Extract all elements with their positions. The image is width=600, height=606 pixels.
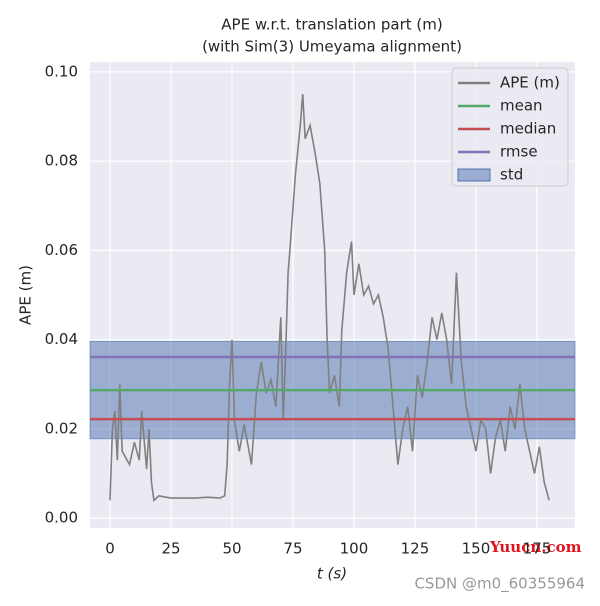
- y-tick-label: 0.04: [45, 330, 78, 348]
- x-tick-label: 175: [523, 540, 552, 558]
- legend-label: median: [500, 120, 556, 138]
- legend-label: rmse: [500, 143, 538, 161]
- x-tick-label: 75: [283, 540, 302, 558]
- y-axis-label: APE (m): [17, 265, 35, 325]
- y-tick-label: 0.06: [45, 241, 78, 259]
- x-tick-label: 50: [222, 540, 241, 558]
- legend-label: mean: [500, 97, 543, 115]
- y-tick-label: 0.08: [45, 152, 78, 170]
- chart-title: APE w.r.t. translation part (m): [221, 16, 442, 34]
- watermark: Yuucn.com: [489, 538, 582, 556]
- x-tick-label: 100: [340, 540, 369, 558]
- legend-label: std: [500, 166, 523, 184]
- watermark: CSDN @m0_60355964: [414, 575, 585, 594]
- chart-subtitle: (with Sim(3) Umeyama alignment): [202, 38, 462, 56]
- y-tick-label: 0.00: [45, 509, 78, 527]
- x-tick-label: 25: [161, 540, 180, 558]
- x-tick-label: 150: [462, 540, 491, 558]
- y-tick-label: 0.10: [45, 62, 78, 80]
- y-tick-label: 0.02: [45, 419, 78, 437]
- data-line: [109, 94, 550, 502]
- legend-swatch: [457, 168, 491, 182]
- legend-label: APE (m): [500, 74, 560, 92]
- legend-box: [451, 67, 569, 187]
- x-axis-label: t (s): [317, 565, 347, 583]
- x-tick-label: 0: [105, 540, 115, 558]
- x-tick-label: 125: [401, 540, 430, 558]
